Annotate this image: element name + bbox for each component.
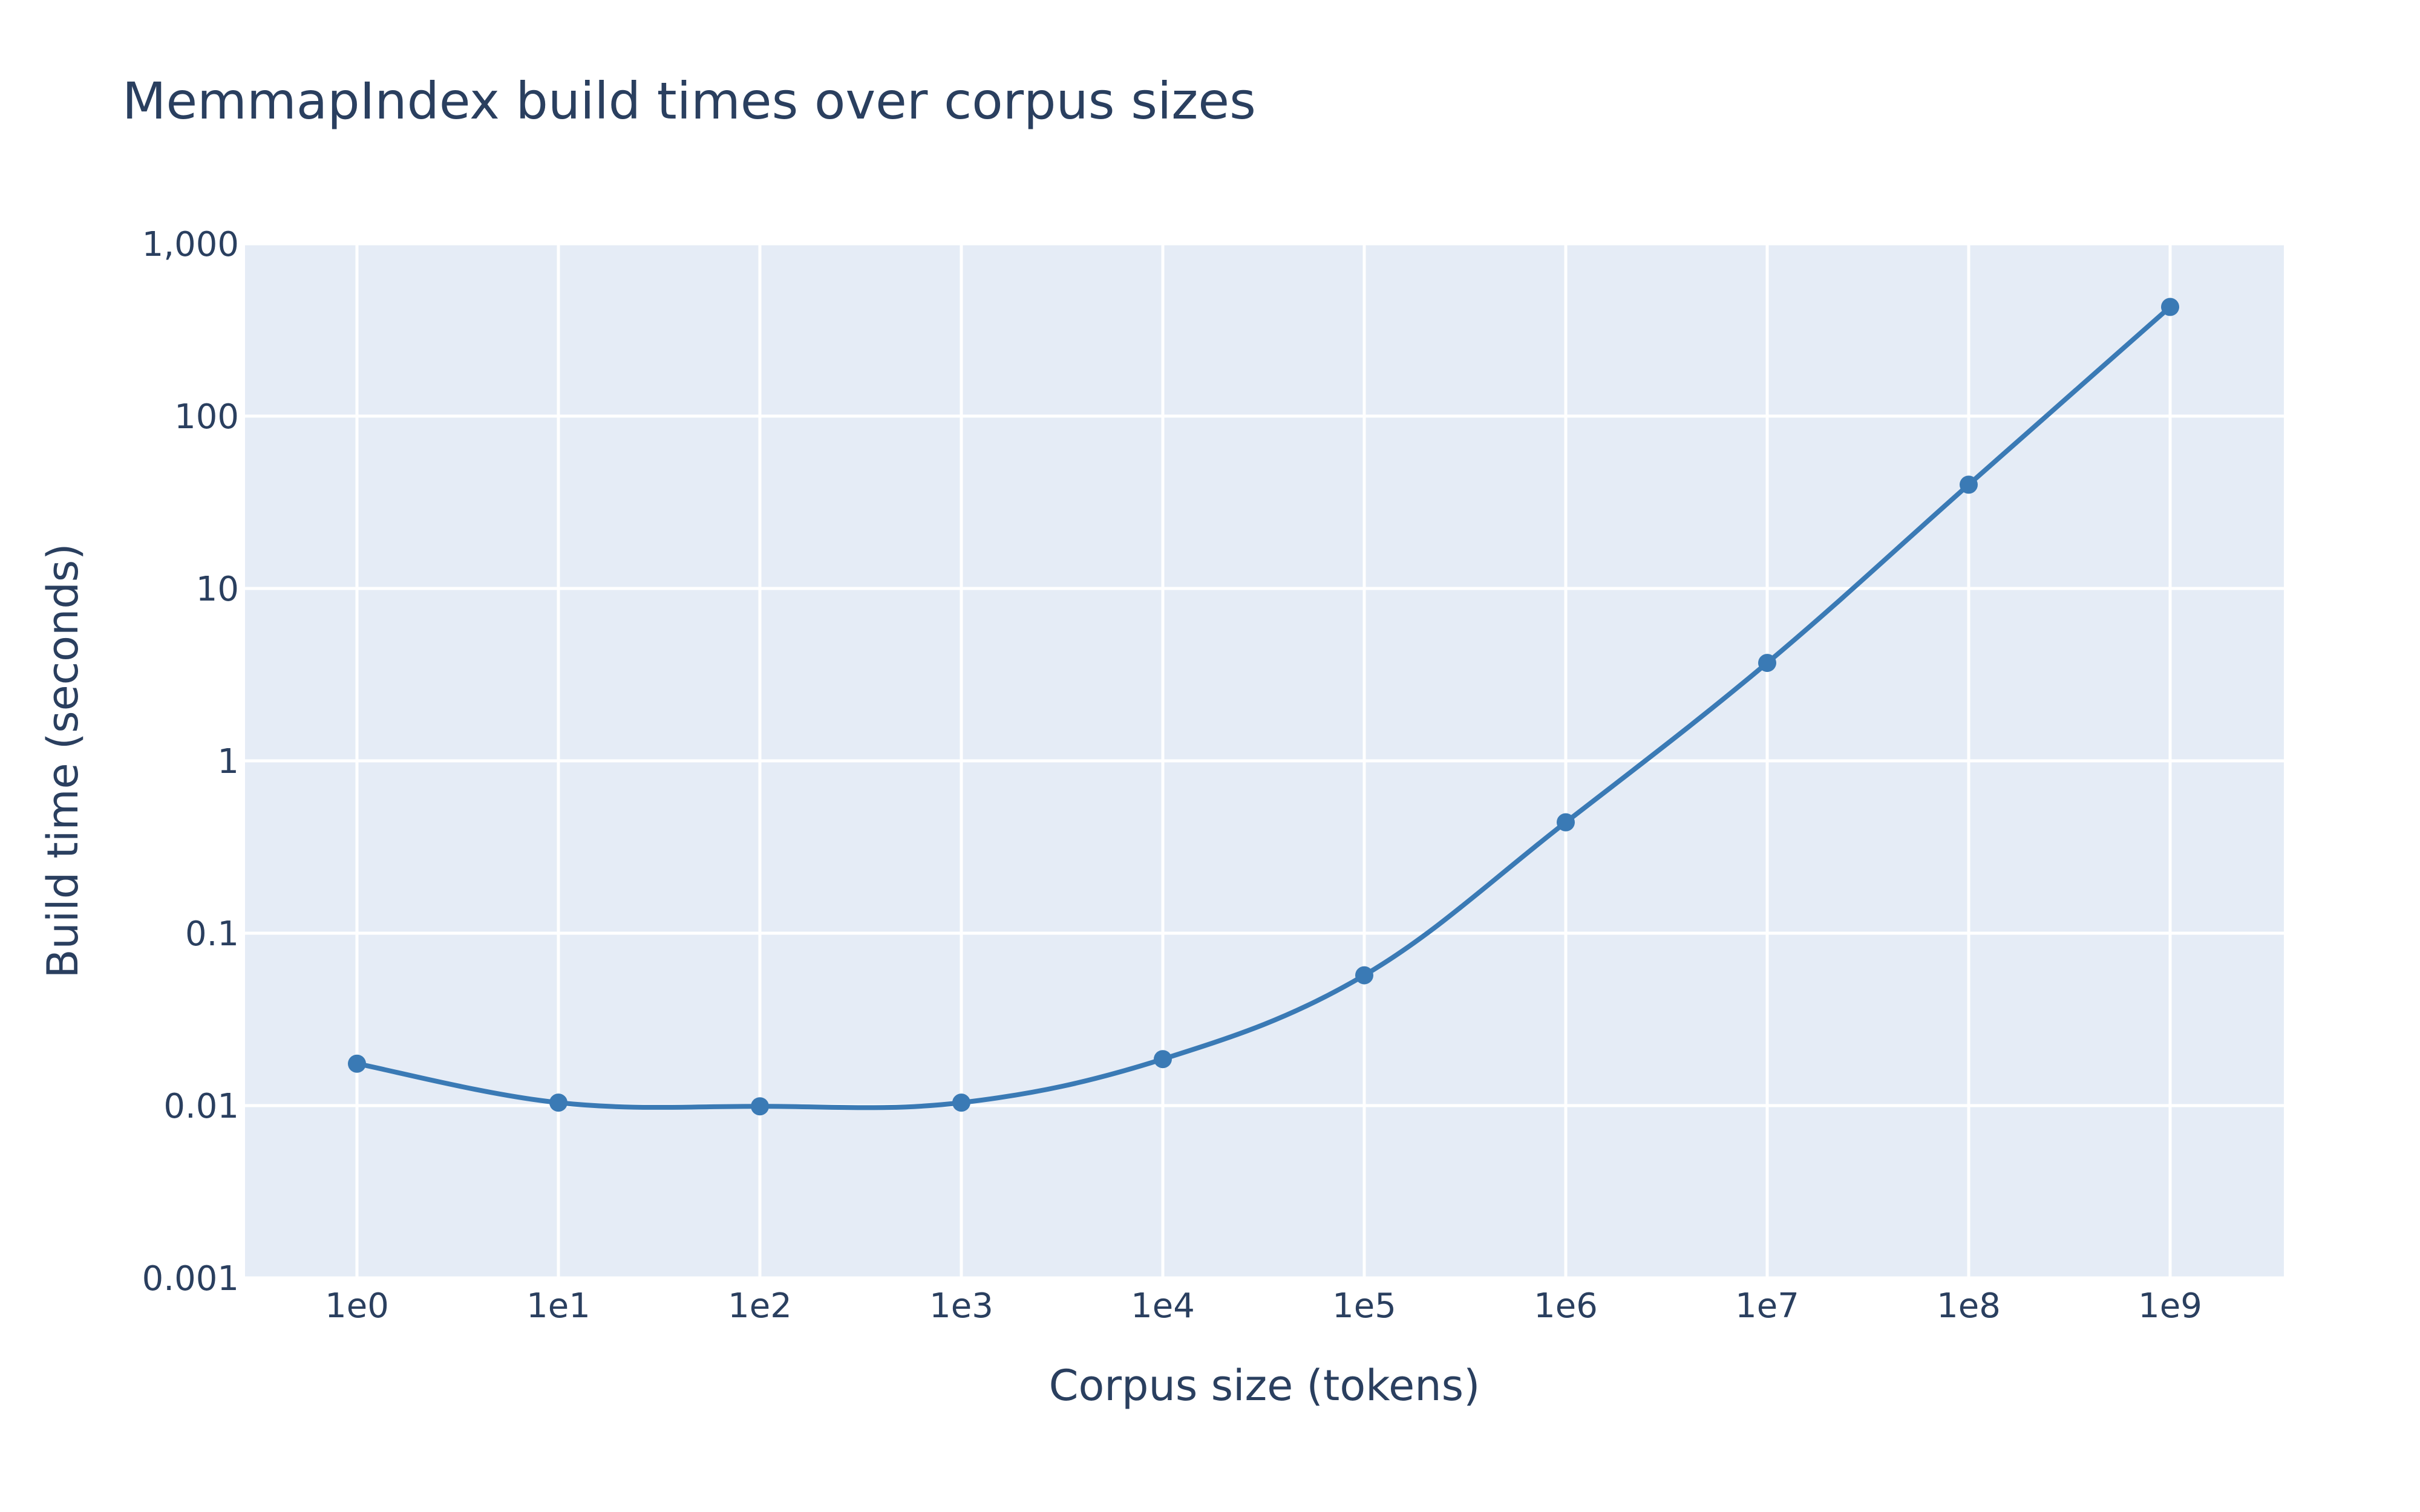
data-point	[1758, 654, 1776, 673]
y-axis-title: Build time (seconds)	[38, 543, 88, 978]
y-tick-label: 0.1	[185, 914, 239, 954]
y-tick-label: 0.001	[142, 1259, 239, 1299]
x-tick-label: 1e9	[2138, 1286, 2202, 1326]
y-tick-label: 0.01	[163, 1087, 239, 1126]
x-tick-label: 1e4	[1131, 1286, 1195, 1326]
data-point	[1557, 813, 1575, 832]
x-tick-label: 1e0	[325, 1286, 389, 1326]
y-tick-label: 10	[196, 570, 239, 609]
chart-title: MemmapIndex build times over corpus size…	[122, 71, 1256, 131]
x-tick-label: 1e2	[728, 1286, 792, 1326]
data-point	[952, 1093, 970, 1112]
y-tick-label: 1	[217, 742, 239, 781]
series-layer	[355, 304, 2173, 1110]
data-point	[1355, 966, 1373, 985]
data-point	[1154, 1050, 1172, 1069]
y-tick-label: 100	[174, 397, 239, 437]
x-tick-label: 1e3	[929, 1286, 993, 1326]
x-tick-label: 1e7	[1735, 1286, 1799, 1326]
data-point	[549, 1093, 567, 1112]
x-tick-label: 1e1	[526, 1286, 590, 1326]
points-layer	[348, 298, 2179, 1116]
y-tick-label: 1,000	[142, 225, 239, 264]
data-point	[2161, 298, 2179, 316]
data-point	[751, 1097, 769, 1116]
series-line	[355, 304, 2173, 1110]
x-axis-title: Corpus size (tokens)	[1049, 1361, 1480, 1410]
x-tick-labels: 1e0 1e1 1e2 1e3 1e4 1e5 1e6 1e7 1e8 1e9	[325, 1286, 2202, 1326]
data-point	[348, 1054, 366, 1073]
x-tick-label: 1e8	[1937, 1286, 2001, 1326]
x-tick-label: 1e5	[1332, 1286, 1396, 1326]
y-tick-labels: 0.001 0.01 0.1 1 10 100 1,000	[142, 225, 239, 1299]
data-point	[1960, 475, 1978, 494]
x-tick-label: 1e6	[1534, 1286, 1598, 1326]
